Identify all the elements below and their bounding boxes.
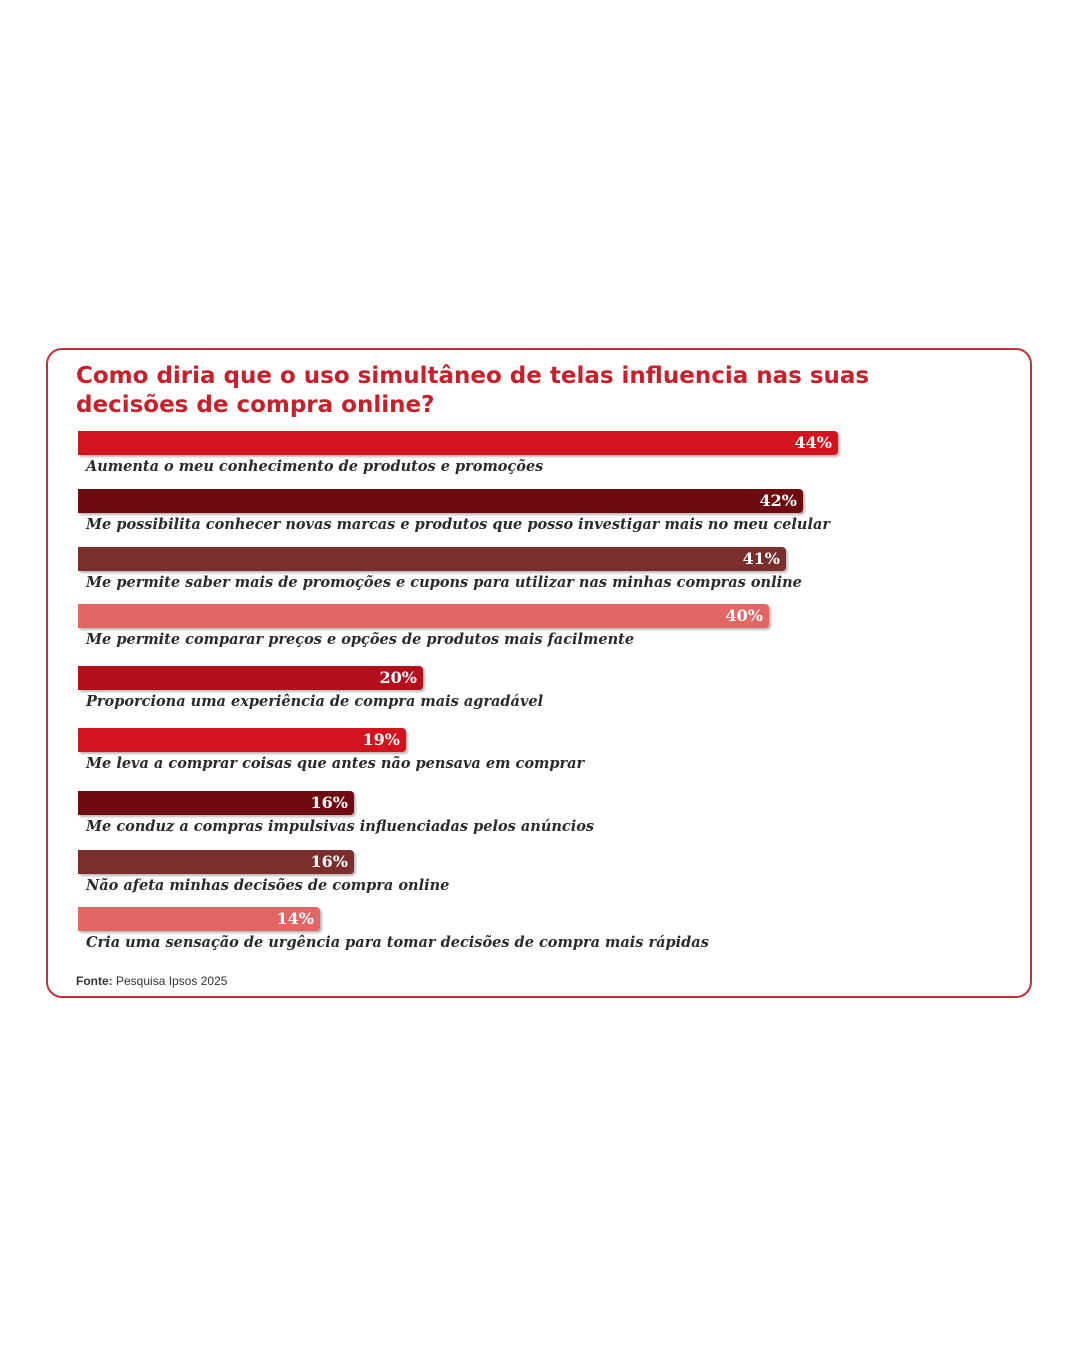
source-text: Pesquisa Ipsos 2025	[116, 974, 228, 988]
chart-title: Como diria que o uso simultâneo de telas…	[76, 363, 870, 418]
bar-value-label: 16%	[310, 852, 348, 871]
bar-value-label: 42%	[759, 491, 797, 510]
source-note: Fonte: Pesquisa Ipsos 2025	[76, 974, 227, 988]
bar: 20%	[78, 666, 423, 690]
bar-category-label: Proporciona uma experiência de compra ma…	[86, 693, 544, 710]
bar-category-label: Cria uma sensação de urgência para tomar…	[86, 934, 709, 951]
bar: 42%	[78, 489, 803, 513]
bar: 16%	[78, 791, 354, 815]
source-label: Fonte:	[76, 974, 113, 988]
bar: 16%	[78, 850, 354, 874]
bar-value-label: 16%	[310, 793, 348, 812]
bar-category-label: Me permite comparar preços e opções de p…	[86, 631, 635, 648]
bar-category-label: Me possibilita conhecer novas marcas e p…	[86, 516, 830, 533]
bar-value-label: 40%	[725, 606, 763, 625]
bar: 44%	[78, 431, 838, 455]
bar-chart: 44% Aumenta o meu conhecimento de produto…	[48, 350, 1030, 996]
bar-value-label: 44%	[794, 433, 832, 452]
bar-value-label: 41%	[742, 549, 780, 568]
bar-category-label: Aumenta o meu conhecimento de produtos e…	[86, 458, 544, 475]
bar-value-label: 19%	[362, 730, 400, 749]
bar: 40%	[78, 604, 769, 628]
bar-value-label: 20%	[379, 668, 417, 687]
bar: 41%	[78, 547, 786, 571]
bar: 14%	[78, 907, 320, 931]
bar-category-label: Me permite saber mais de promoções e cup…	[86, 574, 802, 591]
bar-category-label: Me conduz a compras impulsivas influenci…	[86, 818, 595, 835]
bar: 19%	[78, 728, 406, 752]
bar-category-label: Me leva a comprar coisas que antes não p…	[86, 755, 585, 772]
bar-category-label: Não afeta minhas decisões de compra onli…	[86, 877, 450, 894]
chart-card: Como diria que o uso simultâneo de telas…	[46, 348, 1032, 998]
bar-value-label: 14%	[276, 909, 314, 928]
